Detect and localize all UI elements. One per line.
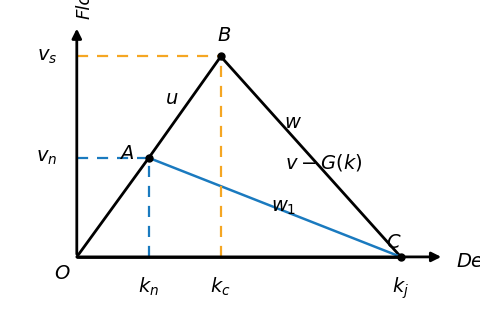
Text: $B$: $B$ — [217, 26, 231, 45]
Text: $v-G(k)$: $v-G(k)$ — [285, 152, 362, 173]
Text: $w$: $w$ — [284, 113, 302, 132]
Text: $k_c$: $k_c$ — [211, 276, 231, 298]
Text: $v_s$: $v_s$ — [36, 47, 57, 66]
Text: $k_n$: $k_n$ — [138, 276, 159, 298]
Text: $k_j$: $k_j$ — [392, 276, 409, 301]
Text: $v_n$: $v_n$ — [36, 148, 57, 167]
Text: $A$: $A$ — [120, 144, 134, 163]
Text: $w_1$: $w_1$ — [271, 198, 297, 217]
Text: Density: Density — [456, 252, 480, 271]
Text: $u$: $u$ — [166, 89, 179, 108]
Text: $O$: $O$ — [54, 264, 71, 283]
Text: Flow: Flow — [76, 0, 94, 19]
Text: $C$: $C$ — [386, 233, 402, 252]
